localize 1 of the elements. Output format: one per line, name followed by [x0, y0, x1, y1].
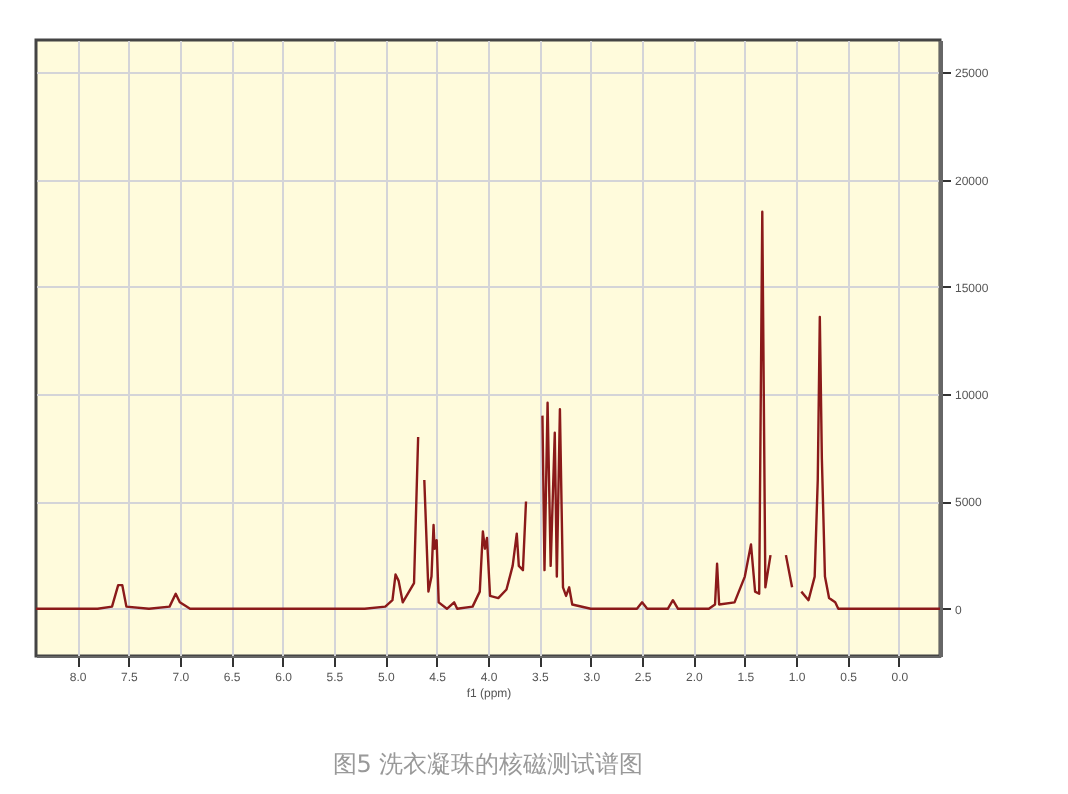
- text: 图5 洗衣凝珠的核磁测试谱图: [332, 750, 644, 778]
